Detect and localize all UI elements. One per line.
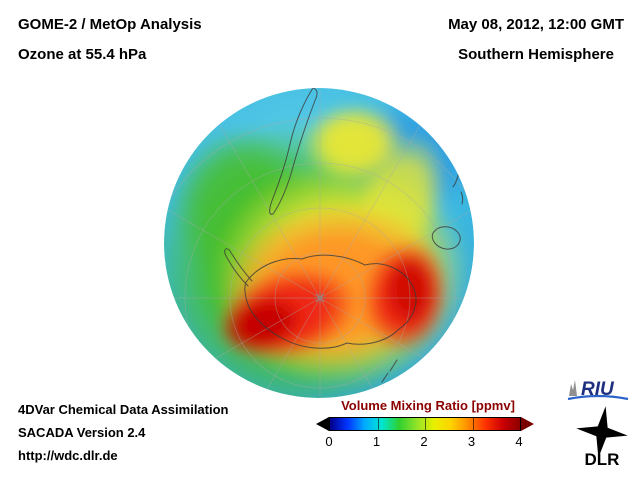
colorbar-arrow-right <box>521 417 534 431</box>
antarctic-peninsula-outline <box>224 248 253 287</box>
colorbar: Volume Mixing Ratio [ppmv] 0 1 2 3 4 <box>316 398 540 450</box>
colorbar-divider <box>425 418 426 430</box>
hemisphere-label: Southern Hemisphere <box>458 46 614 63</box>
page-title: GOME-2 / MetOp Analysis <box>18 16 202 33</box>
riu-logo-text: RIU <box>581 379 615 400</box>
colorbar-title: Volume Mixing Ratio [ppmv] <box>341 398 515 413</box>
colorbar-arrow-left <box>316 417 329 431</box>
madagascar-outline <box>460 191 464 205</box>
globe-map <box>162 86 476 400</box>
tick-label-3: 3 <box>467 434 476 449</box>
page-subtitle: Ozone at 55.4 hPa <box>18 46 147 63</box>
tick-label-0: 0 <box>325 434 333 449</box>
dlr-logo: DLR <box>572 406 632 473</box>
south-pole-marker <box>314 292 326 304</box>
colorbar-gradient <box>329 417 521 431</box>
tick-label-1: 1 <box>372 434 381 449</box>
colorbar-row <box>316 417 540 431</box>
colorbar-divider <box>472 418 474 430</box>
datetime-label: May 08, 2012, 12:00 GMT <box>448 16 624 33</box>
tick-label-2: 2 <box>420 434 428 449</box>
tick-label-4: 4 <box>515 434 523 449</box>
antarctica-outline <box>244 254 417 349</box>
new-zealand-outline <box>381 359 398 383</box>
dlr-logo-text: DLR <box>585 450 620 468</box>
riu-logo: RIU <box>566 374 630 407</box>
attribution-block: 4DVar Chemical Data Assimilation SACADA … <box>18 398 229 467</box>
graticule-grid <box>164 88 474 398</box>
riu-spire-icon <box>569 380 577 396</box>
globe-svg <box>164 88 474 398</box>
south-america-outline <box>269 88 318 215</box>
colorbar-tick-labels: 0 1 2 3 4 <box>325 434 523 450</box>
coastlines <box>224 88 464 383</box>
dlr-star-icon <box>576 406 628 458</box>
colorbar-divider <box>377 418 379 430</box>
website-url: http://wdc.dlr.de <box>18 448 118 463</box>
ozone-field-heatmap <box>164 96 474 398</box>
datetime-block: May 08, 2012, 12:00 GMT Southern Hemisph… <box>448 10 624 70</box>
riu-swoosh-icon <box>567 394 629 401</box>
australia-outline <box>431 226 461 250</box>
version-label: SACADA Version 2.4 <box>18 425 146 440</box>
assimilation-label: 4DVar Chemical Data Assimilation <box>18 402 229 417</box>
title-block: GOME-2 / MetOp Analysis Ozone at 55.4 hP… <box>18 10 202 70</box>
